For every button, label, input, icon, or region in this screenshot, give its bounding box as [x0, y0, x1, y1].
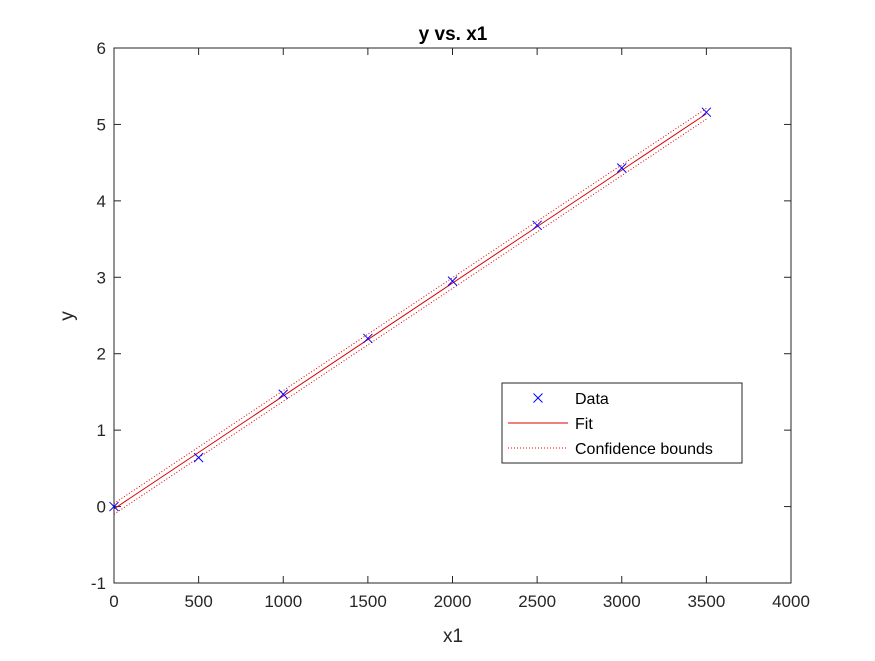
- legend-label-fit: Fit: [575, 416, 593, 433]
- x-axis-label: x1: [443, 626, 463, 647]
- data-point: [109, 501, 119, 512]
- x-tick-label: 500: [184, 592, 212, 611]
- y-tick-label: 5: [97, 115, 106, 134]
- legend-item-confidence-bounds: Confidence bounds: [508, 441, 713, 458]
- y-tick-label: 3: [97, 268, 106, 287]
- legend: Data Fit Confidence bounds: [501, 382, 743, 464]
- x-tick-label: 3500: [687, 592, 725, 611]
- legend-item-data: Data: [533, 391, 609, 408]
- y-tick-label: 6: [97, 39, 106, 58]
- x-ticks: 0 500 1000 1500 2000 2500 3000 3500 4000: [109, 48, 810, 611]
- legend-label-data: Data: [575, 391, 609, 408]
- x-tick-label: 2000: [434, 592, 472, 611]
- x-tick-label: 3000: [603, 592, 641, 611]
- legend-label-confidence-bounds: Confidence bounds: [575, 441, 713, 458]
- plot-area: [113, 47, 792, 584]
- data-point: [701, 107, 712, 118]
- y-axis-label: y: [57, 311, 78, 321]
- series-layer: [109, 107, 712, 515]
- data-point: [532, 220, 542, 231]
- data-point: [616, 163, 627, 173]
- data-point: [447, 276, 458, 286]
- chart-title: y vs. x1: [419, 24, 488, 45]
- fit-line: [113, 113, 707, 510]
- y-tick-label: -1: [91, 574, 106, 593]
- x-tick-label: 2500: [518, 592, 556, 611]
- x-tick-label: 0: [109, 592, 118, 611]
- y-tick-label: 0: [97, 498, 106, 517]
- legend-item-fit: Fit: [508, 416, 593, 433]
- legend-swatch-data: [533, 393, 543, 403]
- x-tick-label: 1000: [264, 592, 302, 611]
- data-point: [363, 333, 373, 344]
- x-tick-label: 1500: [349, 592, 387, 611]
- axes-box: [113, 47, 792, 584]
- y-ticks: -1 0 1 2 3 4 5 6: [91, 39, 791, 593]
- y-tick-label: 1: [97, 421, 106, 440]
- y-tick-label: 4: [97, 192, 106, 211]
- data-point: [193, 452, 204, 463]
- y-tick-label: 2: [97, 345, 106, 364]
- x-tick-label: 4000: [772, 592, 810, 611]
- data-point: [278, 389, 289, 400]
